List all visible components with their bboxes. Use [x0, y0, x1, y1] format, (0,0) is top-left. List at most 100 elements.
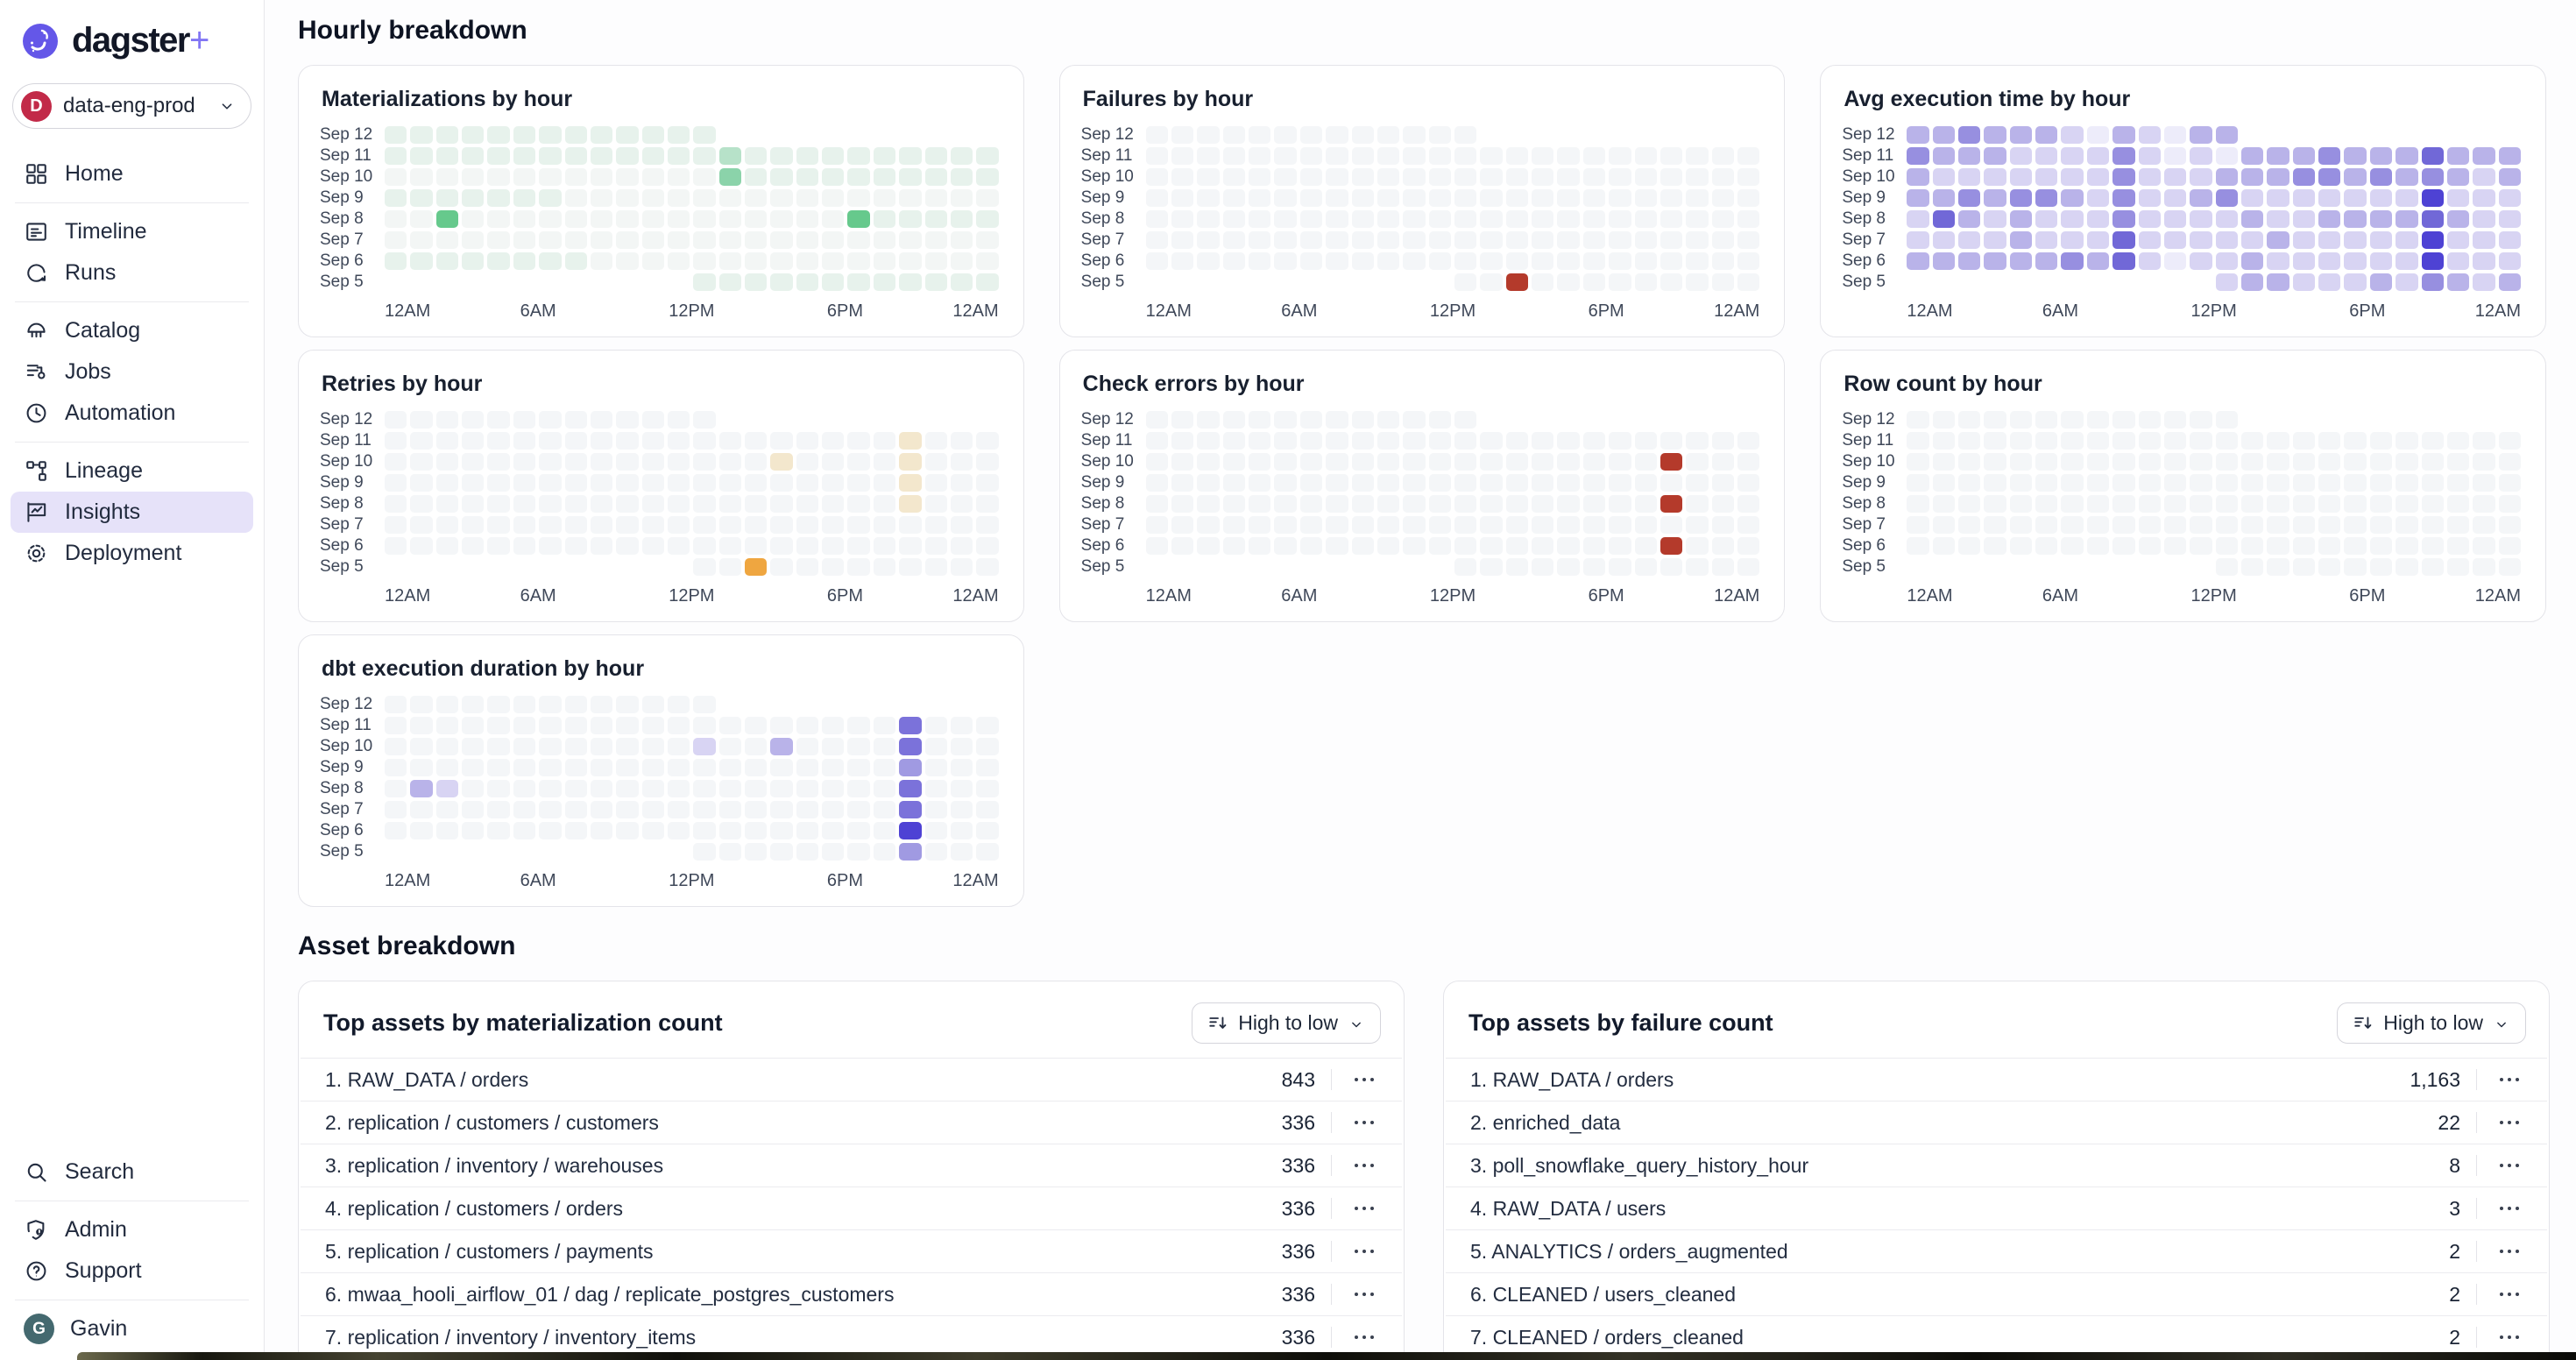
heatmap-cell — [2061, 453, 2084, 471]
row-menu-button[interactable] — [1348, 1205, 1381, 1212]
heatmap-cell — [2215, 231, 2239, 249]
asset-row[interactable]: 6. mwaa_hooli_airflow_01 / dag / replica… — [301, 1272, 1402, 1315]
heatmap-cell — [873, 453, 896, 471]
heatmap-cell — [1737, 168, 1760, 186]
heatmap-cell — [564, 822, 587, 839]
dagster-logo[interactable]: dagster+ — [0, 0, 264, 60]
sidebar-item-deployment[interactable]: Deployment — [11, 533, 253, 574]
row-menu-button[interactable] — [1348, 1119, 1381, 1126]
sort-dropdown[interactable]: High to low — [2337, 1002, 2526, 1044]
asset-row[interactable]: 4. replication / customers / orders 336 — [301, 1186, 1402, 1229]
row-menu-button[interactable] — [1348, 1291, 1381, 1298]
asset-row[interactable]: 3. replication / inventory / warehouses 3… — [301, 1144, 1402, 1186]
asset-row[interactable]: 7. CLEANED / orders_cleaned 2 — [1446, 1315, 2547, 1358]
asset-name-link[interactable]: 2. replication / customers / customers — [325, 1110, 659, 1134]
heatmap-cell — [925, 696, 947, 713]
row-menu-button[interactable] — [2493, 1291, 2526, 1298]
sidebar-item-automation[interactable]: Automation — [11, 393, 253, 434]
row-menu-button[interactable] — [2493, 1205, 2526, 1212]
heatmap-cell — [616, 432, 639, 450]
asset-name-link[interactable]: 3. replication / inventory / warehouses — [325, 1153, 664, 1177]
asset-name-link[interactable]: 4. replication / customers / orders — [325, 1196, 624, 1220]
heatmap-cell — [539, 717, 562, 734]
heatmap-cell — [770, 759, 793, 776]
sidebar-item-timeline[interactable]: Timeline — [11, 211, 253, 252]
asset-row[interactable]: 4. RAW_DATA / users 3 — [1446, 1186, 2547, 1229]
heatmap-cell — [2369, 537, 2393, 555]
row-menu-button[interactable] — [2493, 1248, 2526, 1255]
sidebar-item-jobs[interactable]: Jobs — [11, 351, 253, 393]
heatmap-x-tick: 6PM — [2349, 301, 2386, 321]
heatmap-cell — [2009, 453, 2033, 471]
asset-row[interactable]: 6. CLEANED / users_cleaned 2 — [1446, 1272, 2547, 1315]
asset-name-link[interactable]: 5. ANALYTICS / orders_augmented — [1470, 1239, 1788, 1263]
row-menu-button[interactable] — [2493, 1162, 2526, 1169]
row-menu-button[interactable] — [1348, 1248, 1381, 1255]
asset-row[interactable]: 1. RAW_DATA / orders 1,163 — [1446, 1058, 2547, 1101]
heatmap-cell — [796, 780, 819, 797]
sidebar-item-home[interactable]: Home — [11, 153, 253, 195]
heatmap-cell — [539, 780, 562, 797]
lineage-graph-icon — [24, 458, 49, 484]
heatmap-cell — [410, 168, 433, 186]
heatmap-x-tick: 6PM — [1588, 301, 1624, 321]
deployment-switcher[interactable]: D data-eng-prod — [12, 83, 251, 129]
heatmap-cell — [976, 147, 999, 165]
row-menu-button[interactable] — [1348, 1162, 1381, 1169]
heatmap-cell — [924, 801, 947, 818]
heatmap-cell — [1274, 210, 1297, 228]
asset-row[interactable]: 2. enriched_data 22 — [1446, 1101, 2547, 1144]
heatmap-cell — [1907, 432, 1929, 450]
asset-name-link[interactable]: 2. enriched_data — [1470, 1110, 1621, 1134]
sidebar-item-support[interactable]: Support — [11, 1250, 253, 1292]
sidebar-item-label: Jobs — [65, 359, 111, 384]
asset-row[interactable]: 2. replication / customers / customers 33… — [301, 1101, 1402, 1144]
sidebar-item-insights[interactable]: Insights — [11, 492, 253, 533]
heatmap-cell — [899, 453, 922, 471]
heatmap-cell — [1711, 495, 1734, 513]
asset-name-link[interactable]: 7. CLEANED / orders_cleaned — [1470, 1325, 1744, 1349]
sort-label: High to low — [1238, 1011, 1338, 1034]
heatmap-cell — [435, 252, 459, 270]
sidebar-item-label: Support — [65, 1258, 142, 1283]
asset-row[interactable]: 5. replication / customers / payments 336 — [301, 1229, 1402, 1272]
heatmap-cell — [1634, 252, 1657, 270]
heatmap-cell — [770, 843, 793, 861]
asset-name-link[interactable]: 5. replication / customers / payments — [325, 1239, 654, 1263]
row-menu-button[interactable] — [1348, 1334, 1381, 1341]
asset-name-link[interactable]: 3. poll_snowflake_query_history_hour — [1470, 1153, 1809, 1177]
sidebar-item-admin[interactable]: Admin — [11, 1209, 253, 1250]
asset-name-link[interactable]: 1. RAW_DATA / orders — [325, 1067, 529, 1091]
heatmap-cell — [462, 273, 484, 291]
row-menu-button[interactable] — [2493, 1119, 2526, 1126]
heatmap-cell — [410, 738, 433, 755]
heatmap-cell — [2369, 474, 2393, 492]
sidebar-item-runs[interactable]: Runs — [11, 252, 253, 294]
sidebar-item-lineage[interactable]: Lineage — [11, 450, 253, 492]
asset-row[interactable]: 1. RAW_DATA / orders 843 — [301, 1058, 1402, 1101]
sidebar-item-catalog[interactable]: Catalog — [11, 310, 253, 351]
asset-name-link[interactable]: 7. replication / inventory / inventory_i… — [325, 1325, 697, 1349]
heatmap-cell — [385, 759, 407, 776]
row-menu-button[interactable] — [2493, 1334, 2526, 1341]
asset-name-link[interactable]: 1. RAW_DATA / orders — [1470, 1067, 1674, 1091]
heatmap-cell — [822, 189, 845, 207]
row-menu-button[interactable] — [2493, 1076, 2526, 1083]
sidebar-item-search[interactable]: Search — [11, 1151, 253, 1193]
heatmap-cell — [2318, 537, 2341, 555]
heatmap-cell — [1249, 210, 1271, 228]
asset-row[interactable]: 7. replication / inventory / inventory_i… — [301, 1315, 1402, 1358]
heatmap-cell — [590, 231, 613, 249]
row-menu-button[interactable] — [1348, 1076, 1381, 1083]
asset-name-link[interactable]: 6. mwaa_hooli_airflow_01 / dag / replica… — [325, 1282, 895, 1306]
asset-name-link[interactable]: 6. CLEANED / users_cleaned — [1470, 1282, 1736, 1306]
heatmap-cell — [1583, 126, 1605, 144]
heatmap-cell — [847, 822, 870, 839]
asset-name-link[interactable]: 4. RAW_DATA / users — [1470, 1196, 1667, 1220]
heatmap-cell — [2138, 474, 2161, 492]
asset-row[interactable]: 3. poll_snowflake_query_history_hour 8 — [1446, 1144, 2547, 1186]
asset-row[interactable]: 5. ANALYTICS / orders_augmented 2 — [1446, 1229, 2547, 1272]
heatmap-cell — [925, 126, 947, 144]
sidebar-item-user[interactable]: G Gavin — [11, 1308, 253, 1349]
sort-dropdown[interactable]: High to low — [1192, 1002, 1381, 1044]
